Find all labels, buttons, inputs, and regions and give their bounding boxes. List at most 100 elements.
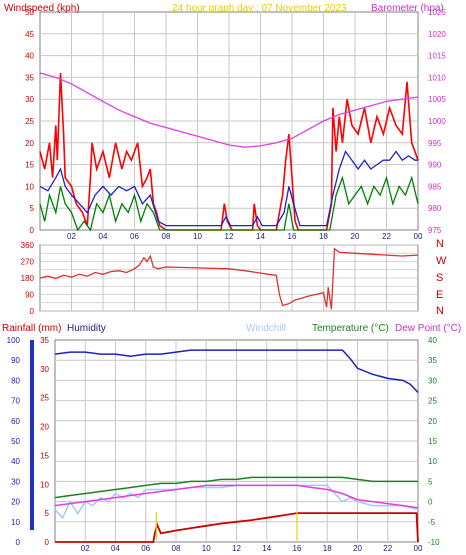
rain-y-tick-label: 0 [45,538,50,547]
rain-scale-bar [30,340,34,530]
x-tick-label-wind: 10 [193,232,202,241]
temp-y-tick-label: 40 [428,336,437,345]
direction-y-tick-label: 270 [21,258,35,267]
rain-y-tick-label: 5 [45,509,50,518]
rain-y-tick-label: 30 [40,365,49,374]
wind-y-tick-label: 25 [25,117,34,126]
x-tick-label-temp: 20 [353,544,362,553]
x-tick-label-temp: 12 [232,544,241,553]
temp-y-tick-label: 10 [428,457,437,466]
compass-letter-e: E [436,289,443,301]
compass-letter-n-top: N [436,238,444,250]
dewpoint-legend: Dew Point (°C) [395,323,461,334]
temp-y-tick-label: -5 [428,518,436,527]
rainfall-legend: Rainfall (mm) [2,323,61,334]
x-tick-label-wind: 02 [67,232,76,241]
baro-y-tick-label: 975 [428,226,442,235]
temp-y-tick-label: 5 [428,477,433,486]
graph-title: 24 hour graph day : 07 November 2023 [172,3,347,14]
x-tick-label-temp: 06 [141,544,150,553]
compass-letter-s: S [436,272,443,284]
x-tick-label-wind: 08 [162,232,171,241]
x-tick-label-temp: 08 [172,544,181,553]
x-tick-label-temp: 14 [262,544,271,553]
humidity-y-tick-label: 50 [11,437,20,446]
baro-y-tick-label: 1015 [428,52,446,61]
humidity-y-tick-label: 0 [16,538,21,547]
series-temperature-c [54,476,418,499]
series-windchill [54,484,419,520]
baro-y-tick-label: 1010 [428,73,446,82]
humidity-y-tick-label: 100 [7,336,21,345]
x-tick-label-temp: 10 [202,544,211,553]
compass-letters: N W S E N [436,238,447,317]
series-dew-point-c [54,484,419,509]
temperature-legend: Temperature (°C) [312,323,389,334]
wind-y-tick-label: 30 [25,95,34,104]
baro-y-tick-label: 1020 [428,30,446,39]
rain-y-tick-label: 35 [40,336,49,345]
x-tick-label-temp: 18 [323,544,332,553]
compass-letter-n-bottom: N [436,305,444,317]
wind-y-tick-label: 15 [25,161,34,170]
humidity-y-tick-label: 40 [11,457,20,466]
barometer-axis-title: Barometer (hpa) [371,3,444,14]
grid-layer [40,12,418,542]
direction-y-tick-label: 90 [25,291,34,300]
temp-y-tick-label: -10 [428,538,440,547]
direction-series [39,247,419,310]
humidity-y-tick-label: 10 [11,518,20,527]
wind-y-tick-label: 50 [25,8,34,17]
x-tick-label-wind: 22 [382,232,391,241]
humidity-y-tick-label: 60 [11,417,20,426]
baro-y-tick-label: 1000 [428,117,446,126]
humidity-legend: Humidity [67,323,106,334]
x-tick-label-wind: 00 [414,232,423,241]
wind-series-baro [39,72,419,148]
humidity-y-tick-label: 30 [11,477,20,486]
series-humidity [54,349,419,394]
x-tick-label-wind: 20 [351,232,360,241]
humidity-y-tick-label: 70 [11,397,20,406]
temp-y-tick-label: 30 [428,376,437,385]
x-tick-label-wind: 06 [130,232,139,241]
wind-y-tick-label: 45 [25,30,34,39]
x-tick-label-temp: 04 [111,544,120,553]
x-tick-label-temp: 00 [414,544,423,553]
direction-y-tick-label: 0 [30,307,35,316]
wind-y-tick-label: 40 [25,52,34,61]
humidity-y-tick-label: 90 [11,356,20,365]
x-tick-label-temp: 16 [293,544,302,553]
temp-y-tick-label: 0 [428,498,433,507]
baro-y-tick-label: 990 [428,161,442,170]
baro-y-tick-label: 980 [428,204,442,213]
windspeed-axis-title: Windspeed (kph) [4,3,80,14]
wind-series-avg [39,150,418,227]
temp-y-tick-label: 15 [428,437,437,446]
direction-y-tick-label: 360 [21,241,35,250]
x-tick-label-temp: 02 [81,544,90,553]
baro-y-tick-label: 995 [428,139,442,148]
direction-y-tick-label: 180 [21,274,35,283]
wind-y-tick-label: 0 [30,226,35,235]
rain-y-tick-label: 25 [40,394,49,403]
wind-y-tick-label: 35 [25,73,34,82]
baro-y-tick-label: 1025 [428,8,446,17]
humidity-y-tick-label: 20 [11,498,20,507]
windchill-legend: Windchill [246,323,286,334]
rain-y-tick-label: 10 [40,480,49,489]
x-tick-label-temp: 22 [383,544,392,553]
series-rainfall-mm [55,512,419,543]
series-layer [39,72,419,543]
temp-y-tick-label: 35 [428,356,437,365]
wind-series-low [39,175,419,232]
wind-y-tick-label: 20 [25,139,34,148]
compass-letter-w: W [436,255,447,267]
rain-y-tick-label: 15 [40,451,49,460]
baro-y-tick-label: 1005 [428,95,446,104]
x-tick-label-wind: 18 [319,232,328,241]
x-tick-label-wind: 12 [225,232,234,241]
x-tick-label-wind: 16 [288,232,297,241]
